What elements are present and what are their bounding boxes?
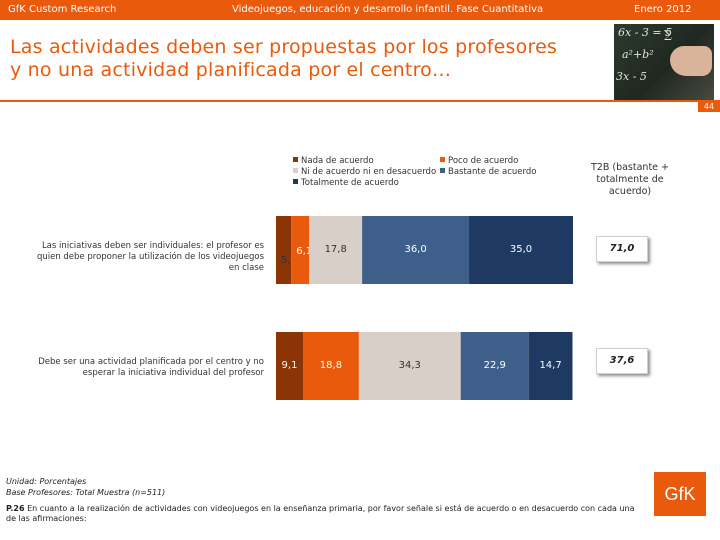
title-rule — [0, 100, 720, 102]
footnote-unit: Unidad: Porcentajes — [6, 477, 87, 486]
legend-label: Bastante de acuerdo — [448, 167, 537, 177]
page-title-line2: y no una actividad planificada por el ce… — [10, 59, 452, 81]
legend-label: Nada de acuerdo — [301, 156, 374, 166]
chalk-text-2: a²+b² — [622, 48, 654, 61]
t2b-value: 37,6 — [596, 348, 648, 374]
page-title-line1: Las actividades deben ser propuestas por… — [10, 36, 558, 58]
legend-swatch — [440, 168, 445, 173]
question-text: P.26 En cuanto a la realización de activ… — [6, 504, 646, 524]
question-code: P.26 — [6, 504, 25, 513]
hand-image — [670, 46, 712, 76]
chart-row-bg — [276, 332, 573, 400]
gfk-logo: GfK — [654, 472, 706, 516]
header-study: Videojuegos, educación y desarrollo infa… — [232, 4, 544, 15]
t2b-value: 71,0 — [596, 236, 648, 262]
header-date: Enero 2012 — [634, 4, 692, 15]
chart-row-bg — [276, 216, 573, 284]
page-title: Las actividades deben ser propuestas por… — [10, 36, 610, 82]
legend-item-nada: Nada de acuerdo — [293, 156, 374, 166]
question-body: En cuanto a la realización de actividade… — [6, 504, 635, 523]
legend-swatch — [293, 157, 298, 162]
footnote-base: Base Profesores: Total Muestra (n=511) — [6, 488, 166, 497]
legend-swatch — [440, 157, 445, 162]
legend-item-ni: Ni de acuerdo ni en desacuerdo — [293, 167, 436, 177]
header-company: GfK Custom Research — [8, 4, 117, 15]
legend-swatch — [293, 179, 298, 184]
row-label: Las iniciativas deben ser individuales: … — [36, 241, 264, 273]
page-number: 44 — [698, 102, 720, 112]
legend-item-totalmente: Totalmente de acuerdo — [293, 178, 399, 188]
row-label: Debe ser una actividad planificada por e… — [38, 357, 264, 378]
chalk-text-3: 3x - 5 — [616, 70, 647, 83]
chalk-text-4: ∑ — [664, 28, 672, 41]
header-bar: GfK Custom Research Videojuegos, educaci… — [0, 0, 720, 20]
chalkboard-photo: 6x - 3 = 5 a²+b² 3x - 5 ∑ — [614, 24, 714, 100]
legend-label: Poco de acuerdo — [448, 156, 519, 166]
legend-label: Ni de acuerdo ni en desacuerdo — [301, 167, 437, 177]
legend-item-bastante: Bastante de acuerdo — [440, 167, 536, 177]
chalk-text-1: 6x - 3 = 5 — [618, 26, 673, 39]
legend-item-poco: Poco de acuerdo — [440, 156, 518, 166]
legend-swatch — [293, 168, 298, 173]
legend-label: Totalmente de acuerdo — [301, 178, 399, 188]
t2b-header: T2B (bastante + totalmente de acuerdo) — [590, 162, 669, 197]
